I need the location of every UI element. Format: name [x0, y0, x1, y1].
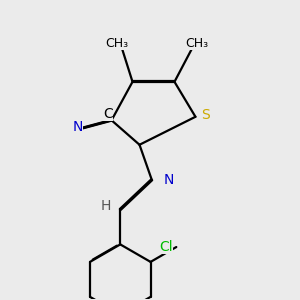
- Text: S: S: [202, 108, 210, 122]
- Text: Cl: Cl: [159, 240, 173, 254]
- Text: H: H: [101, 199, 112, 213]
- Text: C: C: [103, 107, 112, 121]
- Text: CH₃: CH₃: [105, 37, 128, 50]
- Text: N: N: [164, 173, 174, 187]
- Text: CH₃: CH₃: [186, 37, 209, 50]
- Text: N: N: [73, 120, 83, 134]
